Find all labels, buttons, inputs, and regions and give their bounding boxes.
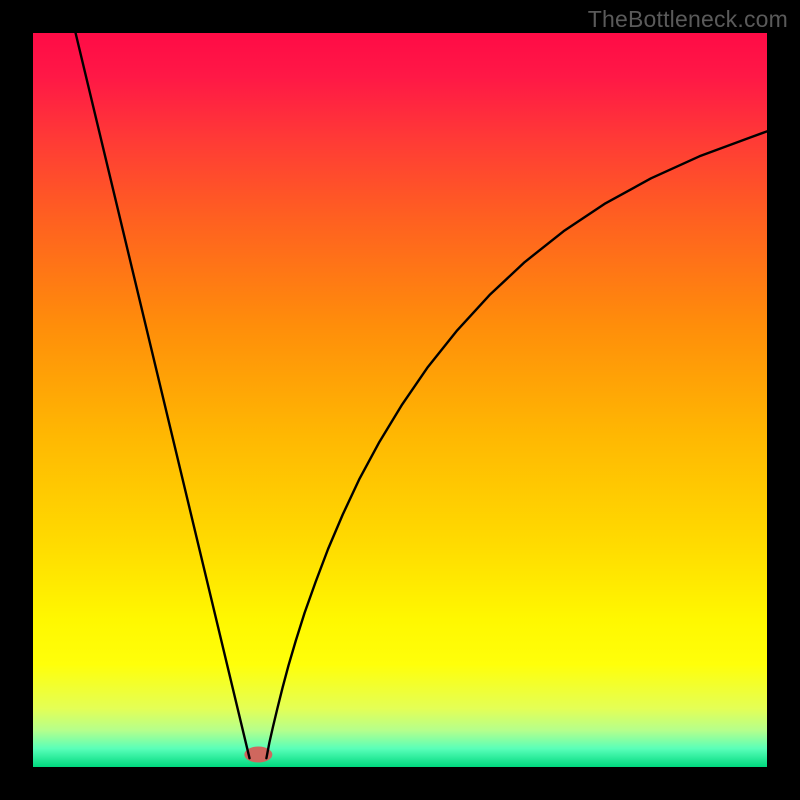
chart-background xyxy=(33,33,767,767)
watermark-text: TheBottleneck.com xyxy=(588,6,788,33)
chart-container: TheBottleneck.com xyxy=(0,0,800,800)
bottleneck-chart xyxy=(33,33,767,767)
